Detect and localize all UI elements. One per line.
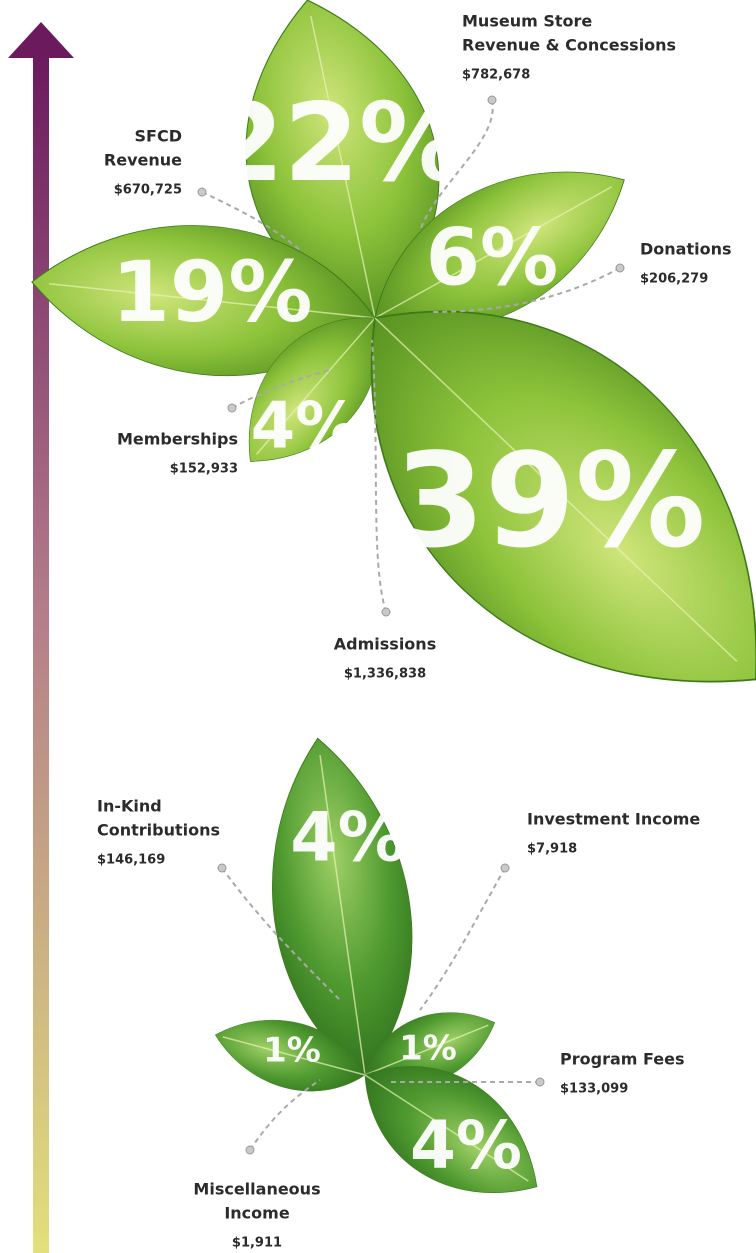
category-label: Donations	[640, 240, 732, 259]
connector-dot	[197, 187, 207, 197]
category-label: Admissions	[334, 635, 436, 654]
amount: $1,336,838	[344, 667, 426, 682]
connector-dot	[381, 607, 391, 617]
connector-dot	[217, 863, 227, 873]
category-label: Contributions	[97, 821, 220, 840]
amount: $206,279	[640, 272, 708, 287]
leaf-vein	[364, 1024, 489, 1076]
category-label: Memberships	[117, 430, 238, 449]
category-label: Program Fees	[560, 1050, 685, 1069]
connector	[419, 99, 494, 231]
amount: $670,725	[114, 183, 182, 198]
leaf-vein	[364, 1074, 529, 1182]
connector-dot	[245, 1145, 255, 1155]
percent: 22%	[209, 81, 468, 206]
arrow-head	[8, 22, 74, 58]
labels: Museum Store Revenue & Concessions $782,67…	[97, 12, 732, 1251]
leaf-vein	[374, 317, 738, 662]
connector	[429, 267, 621, 313]
connector-dot	[487, 95, 497, 105]
leaf-vein	[222, 1036, 366, 1076]
category-label: SFCD	[135, 127, 182, 146]
connector-dot	[615, 263, 625, 273]
connector	[221, 867, 341, 1001]
category-label: Miscellaneous	[193, 1180, 320, 1199]
percent: 4%	[410, 1107, 522, 1184]
percent: 4%	[290, 799, 405, 878]
connector	[419, 867, 506, 1011]
amount: $133,099	[560, 1082, 628, 1097]
category-label: Revenue & Concessions	[462, 36, 676, 55]
percent: 6%	[426, 213, 558, 303]
leaf-vein	[48, 282, 376, 319]
connector	[231, 369, 331, 409]
amount: $146,169	[97, 853, 165, 868]
category-label: Investment Income	[527, 810, 700, 829]
connector-dot	[535, 1077, 545, 1087]
percent: 39%	[394, 425, 705, 577]
leaves: 22% 19% 6% 4% 39% 4% 1% 1% 4%	[24, 0, 756, 1230]
percent: 19%	[111, 243, 312, 341]
percent: 1%	[263, 1031, 321, 1071]
connector-dot	[500, 863, 510, 873]
leaf-vein	[256, 317, 376, 455]
category-label: Income	[224, 1204, 289, 1223]
connector	[249, 1079, 321, 1151]
leaf-vein	[319, 755, 366, 1076]
category-label: In-Kind	[97, 797, 162, 816]
amount: $7,918	[527, 842, 577, 857]
leaf-vein	[374, 186, 613, 319]
connector-dot	[227, 403, 237, 413]
amount: $782,678	[462, 68, 530, 83]
connector	[201, 191, 301, 251]
category-label: Revenue	[104, 151, 182, 170]
percent: 4%	[251, 390, 360, 464]
category-label: Museum Store	[462, 12, 592, 31]
amount: $152,933	[170, 462, 238, 477]
leaf-vein	[310, 15, 376, 319]
amount: $1,911	[232, 1236, 282, 1251]
arrow-shaft	[33, 55, 49, 1253]
percent: 1%	[399, 1029, 457, 1069]
